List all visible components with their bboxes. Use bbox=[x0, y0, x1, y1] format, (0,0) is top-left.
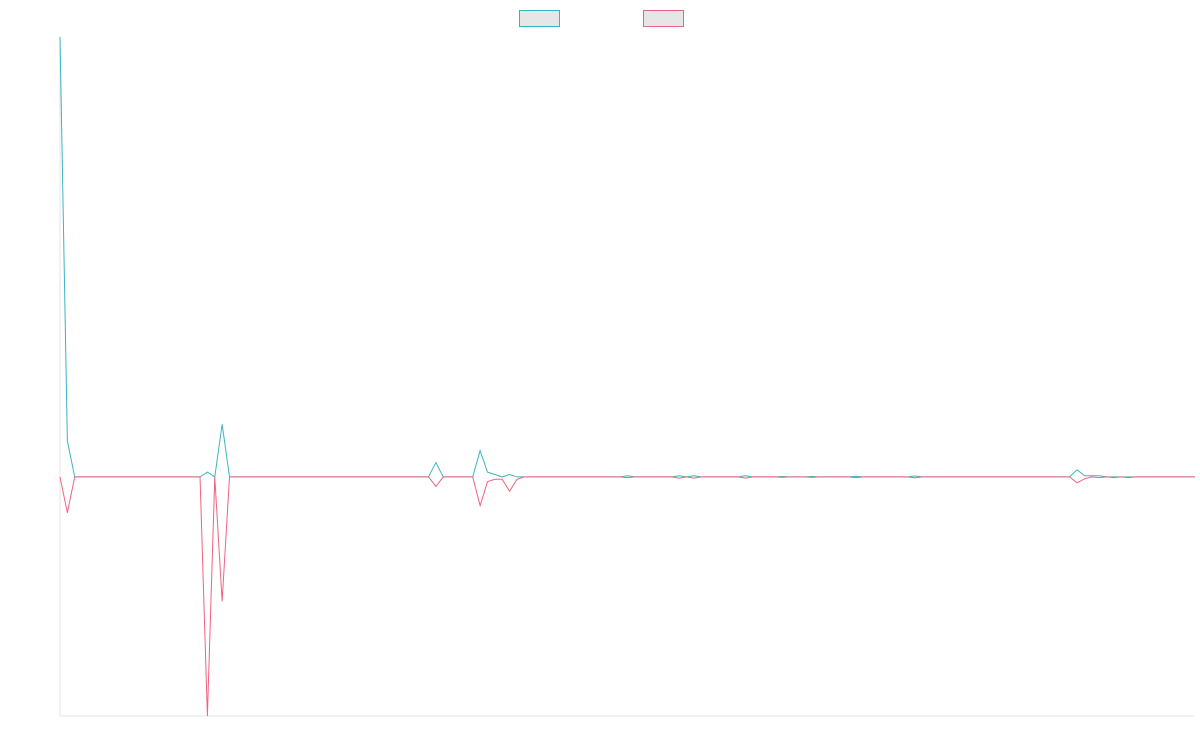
chart-legend[interactable] bbox=[519, 10, 684, 27]
series-1-line bbox=[59, 36, 1195, 478]
series-2 bbox=[59, 476, 1195, 717]
series-1 bbox=[59, 36, 1195, 478]
series-2-line bbox=[59, 476, 1195, 717]
legend-swatch-series-1[interactable] bbox=[519, 10, 560, 27]
legend-swatch-series-2[interactable] bbox=[643, 10, 684, 27]
plot-area bbox=[59, 36, 1195, 717]
